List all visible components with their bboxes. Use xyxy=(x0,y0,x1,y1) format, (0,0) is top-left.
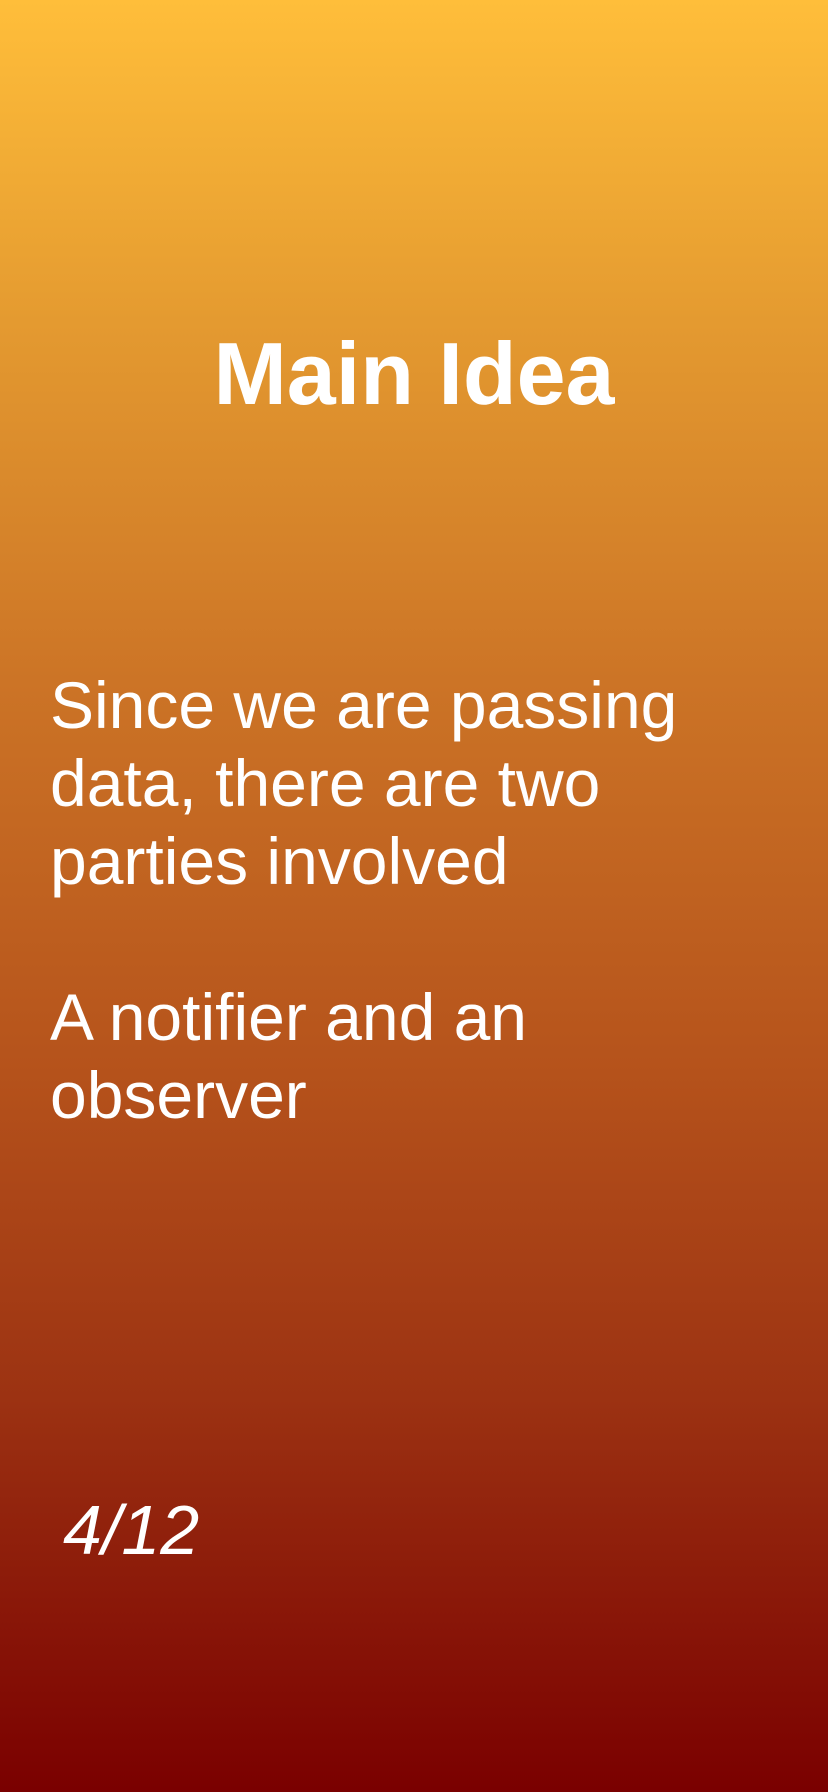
body-paragraph: A notifier and an observer xyxy=(50,980,528,1132)
slide-body: Since we are passing data, there are two… xyxy=(50,666,790,1134)
page-number: 4/12 xyxy=(63,1491,200,1569)
body-paragraph: Since we are passing data, there are two… xyxy=(50,668,678,898)
slide-title: Main Idea xyxy=(213,324,615,423)
